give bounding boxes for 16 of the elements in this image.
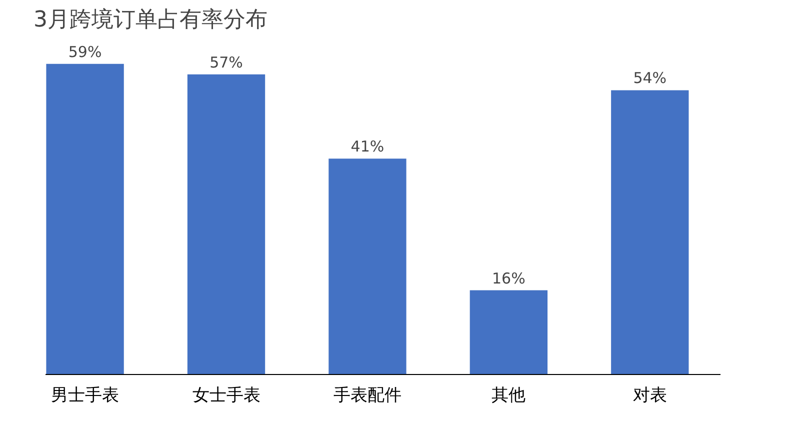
chart-title: 3月跨境订单占有率分布	[34, 8, 268, 32]
bar	[470, 290, 548, 374]
bar	[46, 64, 124, 374]
bar	[328, 158, 406, 374]
data-label: 16%	[492, 269, 526, 288]
bar	[611, 90, 689, 374]
data-label: 59%	[68, 42, 102, 61]
x-tick-label: 男士手表	[51, 386, 120, 406]
data-label: 41%	[350, 138, 384, 156]
x-tick-label: 对表	[632, 386, 667, 406]
data-label: 54%	[633, 69, 667, 88]
x-tick-label: 女士手表	[192, 386, 260, 406]
bar	[187, 74, 266, 374]
data-label: 57%	[210, 53, 243, 72]
x-tick-label: 手表配件	[333, 386, 402, 406]
x-tick-label: 其他	[492, 386, 526, 406]
